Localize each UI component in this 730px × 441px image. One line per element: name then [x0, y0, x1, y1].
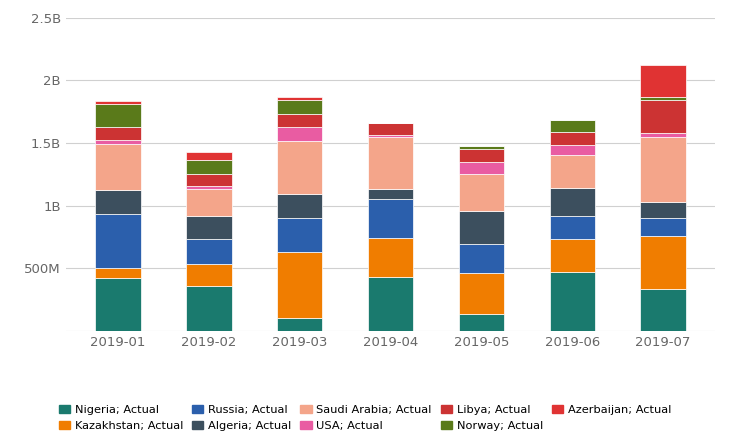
Bar: [640, 64, 686, 97]
Bar: [186, 286, 231, 331]
Bar: [458, 162, 504, 174]
Bar: [368, 277, 413, 331]
Bar: [640, 97, 686, 100]
Bar: [550, 120, 595, 132]
Bar: [368, 123, 413, 135]
Bar: [640, 289, 686, 331]
Bar: [95, 190, 141, 214]
Bar: [277, 114, 323, 127]
Bar: [368, 238, 413, 277]
Bar: [368, 137, 413, 189]
Bar: [640, 137, 686, 202]
Bar: [368, 189, 413, 199]
Bar: [640, 202, 686, 218]
Bar: [458, 146, 504, 149]
Bar: [95, 268, 141, 278]
Bar: [368, 199, 413, 238]
Bar: [95, 104, 141, 127]
Bar: [458, 314, 504, 331]
Bar: [458, 211, 504, 244]
Bar: [186, 174, 231, 186]
Bar: [277, 100, 323, 114]
Bar: [186, 216, 231, 239]
Bar: [95, 278, 141, 331]
Bar: [640, 218, 686, 235]
Bar: [550, 216, 595, 239]
Bar: [95, 140, 141, 143]
Bar: [186, 189, 231, 216]
Bar: [277, 252, 323, 318]
Bar: [186, 264, 231, 286]
Bar: [186, 152, 231, 160]
Legend: Nigeria; Actual, Kazakhstan; Actual, Russia; Actual, Algeria; Actual, Saudi Arab: Nigeria; Actual, Kazakhstan; Actual, Rus…: [54, 400, 676, 435]
Bar: [277, 318, 323, 331]
Bar: [277, 218, 323, 252]
Bar: [458, 273, 504, 314]
Bar: [458, 174, 504, 211]
Bar: [277, 194, 323, 218]
Bar: [277, 97, 323, 100]
Bar: [550, 145, 595, 155]
Bar: [277, 141, 323, 194]
Bar: [95, 127, 141, 140]
Bar: [640, 100, 686, 134]
Bar: [95, 101, 141, 104]
Bar: [550, 132, 595, 145]
Bar: [550, 188, 595, 216]
Bar: [640, 235, 686, 289]
Bar: [277, 127, 323, 141]
Bar: [550, 272, 595, 331]
Bar: [550, 239, 595, 272]
Bar: [550, 155, 595, 188]
Bar: [186, 239, 231, 264]
Bar: [95, 214, 141, 268]
Bar: [640, 134, 686, 137]
Bar: [95, 143, 141, 190]
Bar: [186, 160, 231, 174]
Bar: [368, 135, 413, 137]
Bar: [458, 149, 504, 162]
Bar: [186, 186, 231, 189]
Bar: [458, 244, 504, 273]
